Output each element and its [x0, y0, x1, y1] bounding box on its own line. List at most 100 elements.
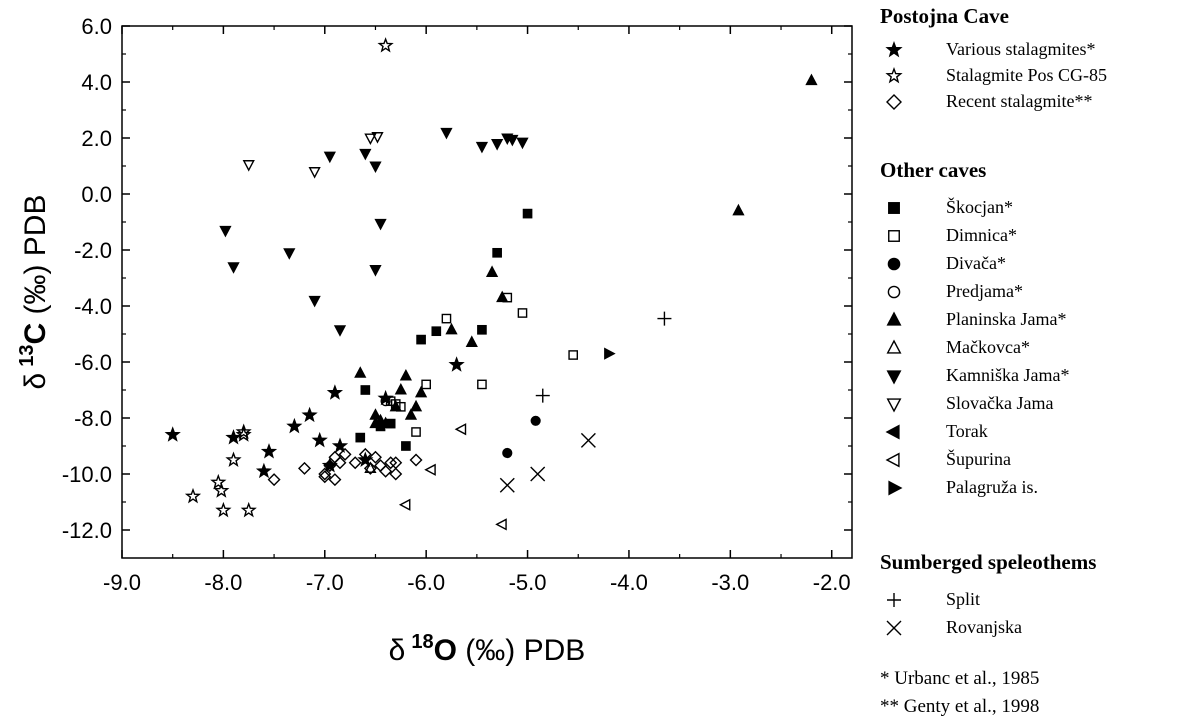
point-recent-stalagmite — [363, 461, 377, 475]
point-kamni-ka-jama — [283, 248, 296, 260]
legend-item: Torak — [880, 420, 1180, 444]
legend-item: Split — [880, 588, 1180, 612]
point-various-stalagmites — [225, 429, 242, 445]
point-kocjan — [431, 326, 442, 337]
point-stalagmite-pos-cg-85 — [215, 501, 232, 518]
point-various-stalagmites — [255, 462, 273, 479]
point-recent-stalagmite — [328, 473, 342, 487]
plus-icon — [887, 593, 901, 607]
y-axis-label: δ13C (‰) PDB — [16, 195, 52, 390]
y-tick-label: 6.0 — [81, 14, 112, 39]
legend-item: Šupurina — [880, 448, 1180, 472]
point-recent-stalagmite — [384, 456, 398, 470]
legend-item: Dimnica* — [880, 224, 1180, 248]
star-filled-icon — [885, 40, 903, 58]
legend-group-title: Other caves — [880, 158, 987, 182]
triangle-right-filled-icon — [888, 480, 903, 496]
point-planinska-jama — [354, 366, 367, 378]
point-planinska-jama — [805, 73, 818, 86]
point-kamni-ka-jama — [440, 127, 453, 140]
legend-item: Various stalagmites* — [880, 38, 1180, 62]
point-kamni-ka-jama — [227, 262, 240, 274]
point-upurina — [398, 498, 411, 511]
point-stalagmite-pos-cg-85 — [235, 423, 252, 439]
legend-label: Šupurina — [946, 449, 1011, 469]
point-stalagmite-pos-cg-85 — [184, 487, 202, 504]
legend-label: Palagruža is. — [946, 477, 1038, 497]
x-axis-label: δ 18O (‰) PDB — [389, 631, 586, 667]
point-diva-a — [502, 447, 513, 459]
point-planinska-jama — [369, 408, 382, 420]
circle-open-icon — [887, 285, 901, 299]
legend-label: Dimnica* — [946, 225, 1017, 245]
point-dimnica — [441, 313, 452, 324]
point-recent-stalagmite — [379, 464, 393, 478]
triangle-down-filled-icon — [886, 370, 902, 385]
point-various-stalagmites — [311, 431, 328, 448]
x-tick-label: -7.0 — [306, 570, 344, 595]
legend-label: Torak — [946, 421, 988, 441]
point-recent-stalagmite — [267, 473, 281, 487]
point-kamni-ka-jama — [516, 137, 529, 150]
plot-area — [121, 25, 853, 559]
point-recent-stalagmite — [338, 447, 352, 461]
point-kocjan — [355, 432, 366, 443]
point-various-stalagmites — [260, 443, 278, 459]
x-tick-label: -4.0 — [610, 570, 648, 595]
legend-label: Divača* — [946, 253, 1006, 273]
reference-note: ** Genty et al., 1998 — [880, 696, 1040, 717]
y-tick-label: -4.0 — [74, 294, 112, 319]
y-tick-label: -8.0 — [74, 406, 112, 431]
square-filled-icon — [888, 202, 900, 214]
legend-label: Recent stalagmite** — [946, 91, 1093, 111]
point-kamni-ka-jama — [475, 141, 489, 154]
point-planinska-jama — [414, 385, 428, 398]
point-planinska-jama — [732, 203, 745, 216]
triangle-down-open-icon — [886, 398, 902, 413]
point-slova-ka-jama — [308, 167, 321, 179]
legend-item: Slovačka Jama — [880, 392, 1180, 416]
point-kamni-ka-jama — [219, 225, 232, 238]
point-slova-ka-jama — [371, 132, 384, 144]
legend-label: Predjama* — [946, 281, 1023, 301]
point-kocjan — [477, 324, 487, 335]
legend-item: Divača* — [880, 252, 1180, 276]
point-upurina — [495, 518, 507, 531]
point-dimnica — [568, 350, 579, 360]
x-tick-label: -5.0 — [509, 570, 547, 595]
point-kocjan — [401, 441, 411, 451]
point-kamni-ka-jama — [369, 265, 382, 277]
point-stalagmite-pos-cg-85 — [210, 473, 227, 490]
point-recent-stalagmite — [358, 447, 372, 461]
legend-label: Škocjan* — [946, 197, 1013, 217]
reference-note: * Urbanc et al., 1985 — [880, 668, 1040, 689]
y-tick-label: 4.0 — [81, 70, 112, 95]
point-recent-stalagmite — [333, 456, 347, 470]
point-planinska-jama — [496, 290, 509, 303]
legend-label: Kamniška Jama* — [946, 365, 1070, 385]
y-tick-label: 0.0 — [81, 182, 112, 207]
point-recent-stalagmite — [298, 461, 311, 475]
point-recent-stalagmite — [409, 453, 423, 467]
point-kamni-ka-jama — [359, 148, 372, 161]
point-kamni-ka-jama — [491, 139, 504, 151]
diamond-open-icon — [886, 94, 902, 110]
point-kocjan — [360, 385, 371, 395]
point-planinska-jama — [485, 265, 499, 277]
point-dimnica — [385, 396, 396, 407]
y-tick-label: -10.0 — [62, 462, 112, 487]
x-tick-label: -2.0 — [813, 570, 851, 595]
point-recent-stalagmite — [389, 456, 403, 470]
point-various-stalagmites — [331, 437, 349, 453]
triangle-up-filled-icon — [886, 311, 902, 326]
point-diva-a — [530, 415, 541, 426]
legend-item: Palagruža is. — [880, 476, 1180, 500]
scatter-plot: -9.0 -8.0 -7.0 -6.0 -5.0 -4.0 -3.0 -2.0 -12.0 -10… — [16, 14, 853, 667]
point-recent-stalagmite — [368, 450, 382, 464]
point-various-stalagmites — [448, 356, 465, 372]
point-rovanjska — [499, 477, 515, 493]
triangle-left-filled-icon — [885, 424, 900, 440]
y-tick-label: -12.0 — [62, 518, 112, 543]
point-planinska-jama — [409, 399, 423, 412]
x-tick-label: -9.0 — [103, 570, 141, 595]
